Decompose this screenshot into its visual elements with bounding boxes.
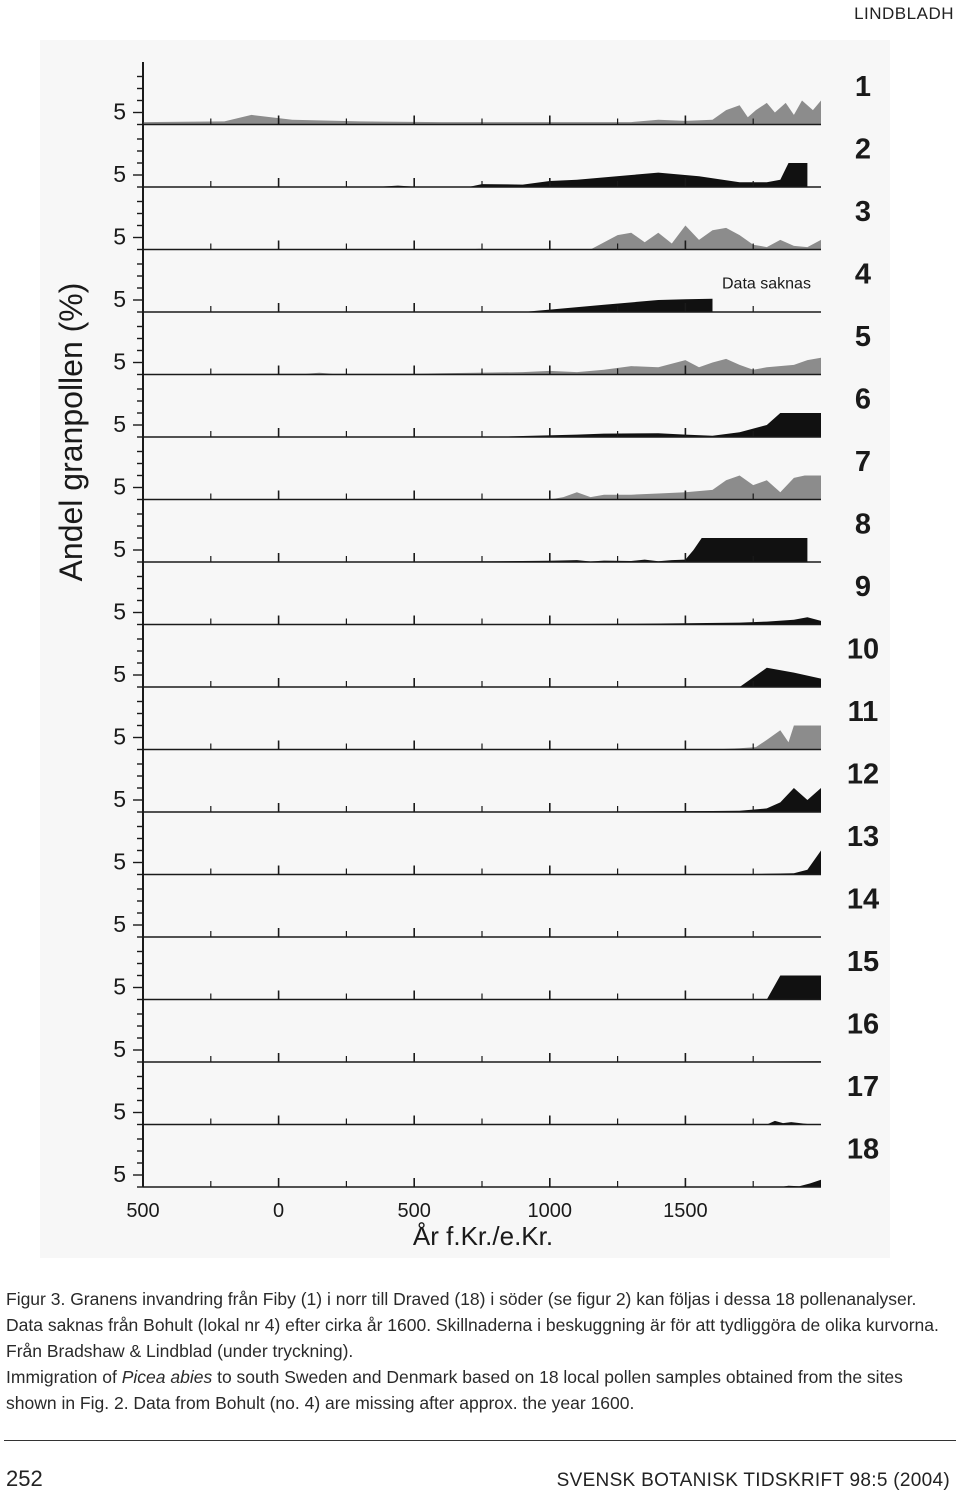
caption-english: Immigration of Picea abies to south Swed… (6, 1364, 951, 1416)
site-number-label: 14 (847, 884, 879, 916)
journal-citation: SVENSK BOTANISK TIDSKRIFT 98:5 (2004) (556, 1470, 950, 1491)
page-number: 252 (6, 1466, 43, 1491)
y-tick-label: 5 (113, 974, 126, 1000)
caption-swedish: Figur 3. Granens invandring från Fiby (1… (6, 1286, 951, 1364)
pollen-diagram-chart: Andel granpollen (%) År f.Kr./e.Kr. 5152… (53, 62, 879, 1251)
y-tick-label: 5 (113, 349, 126, 375)
data-missing-annotation: Data saknas (722, 276, 811, 293)
caption-english-lead: Immigration of (6, 1367, 122, 1387)
caption-english-species: Picea abies (121, 1367, 213, 1387)
y-tick-label: 5 (113, 286, 126, 312)
y-axis-label: Andel granpollen (%) (53, 283, 89, 582)
y-tick-label: 5 (113, 1036, 126, 1062)
figure-caption: Figur 3. Granens invandring från Fiby (1… (6, 1286, 951, 1416)
site-number-label: 8 (855, 509, 871, 541)
site-number-label: 16 (847, 1009, 879, 1041)
y-tick-label: 5 (113, 661, 126, 687)
site-number-label: 15 (847, 946, 879, 978)
y-tick-label: 5 (113, 1099, 126, 1125)
x-axis-label: År f.Kr./e.Kr. (413, 1221, 553, 1251)
y-tick-label: 5 (113, 786, 126, 812)
caption-swedish-sentence-1: Figur 3. Granens invandring från Fiby (1… (6, 1289, 917, 1309)
y-tick-label: 5 (113, 224, 126, 250)
pollen-curve-4 (143, 298, 713, 312)
pollen-curve-5 (143, 357, 821, 375)
site-number-label: 3 (855, 196, 871, 228)
site-number-label: 5 (855, 321, 871, 353)
y-tick-label: 5 (113, 99, 126, 125)
y-tick-label: 5 (113, 599, 126, 625)
site-number-label: 2 (855, 134, 871, 166)
y-tick-label: 5 (113, 161, 126, 187)
x-tick-label: 0 (273, 1200, 284, 1222)
site-number-label: 9 (855, 571, 871, 603)
x-tick-label: 1000 (528, 1200, 573, 1222)
caption-english-rest: to south Sweden and Denmark based on 18 … (6, 1367, 903, 1413)
x-tick-label: 1500 (663, 1200, 708, 1222)
pollen-curve-8 (143, 538, 808, 562)
site-number-label: 1 (855, 71, 871, 103)
y-tick-label: 5 (113, 474, 126, 500)
y-tick-label: 5 (113, 911, 126, 937)
site-number-label: 7 (855, 446, 871, 478)
site-number-label: 11 (848, 696, 879, 728)
y-tick-label: 5 (113, 849, 126, 875)
footer-rule (4, 1440, 956, 1441)
y-tick-label: 5 (113, 411, 126, 437)
pollen-curve-3 (143, 225, 821, 250)
y-tick-label: 5 (113, 724, 126, 750)
site-number-label: 17 (847, 1071, 879, 1103)
y-tick-label: 5 (113, 536, 126, 562)
site-number-label: 13 (847, 821, 879, 853)
site-number-label: 18 (847, 1134, 879, 1166)
x-tick-label: 500 (398, 1200, 431, 1222)
pollen-curve-2 (143, 163, 808, 187)
x-tick-label: 500 (126, 1200, 159, 1222)
running-head: LINDBLADH (854, 4, 954, 23)
site-number-label: 10 (847, 634, 879, 666)
caption-swedish-sentence-2: Data saknas från Bohult (lokal nr 4) eft… (6, 1315, 939, 1361)
y-tick-label: 5 (113, 1161, 126, 1187)
site-number-label: 6 (855, 384, 871, 416)
site-number-label: 12 (847, 759, 879, 791)
site-number-label: 4 (855, 259, 871, 291)
